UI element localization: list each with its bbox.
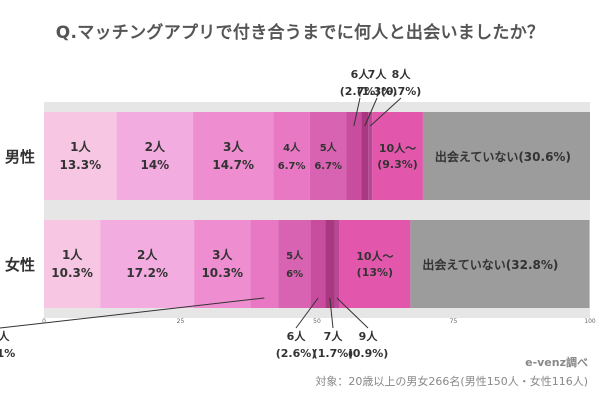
data-label: 10.3%	[201, 266, 243, 280]
data-label: (2.6%)	[276, 347, 317, 360]
bar-segment	[44, 112, 117, 200]
bar-segment	[273, 112, 310, 200]
series-label: 7人	[368, 67, 388, 81]
bar-segment	[44, 220, 101, 308]
leader-line	[329, 297, 334, 329]
series-label: 9人	[359, 329, 379, 343]
chart-title: Q.マッチングアプリで付き合うまでに何人と出会いましたか？	[55, 23, 545, 43]
leader-line	[336, 297, 369, 329]
data-label: 出会えていない(32.8%)	[422, 257, 558, 272]
series-label: 5人	[286, 249, 304, 262]
bar-segment	[410, 220, 590, 308]
leader-line	[295, 297, 319, 329]
bar-segment	[100, 220, 195, 308]
bar-segment	[334, 220, 340, 308]
leader-line	[353, 97, 361, 127]
data-label: 10.3%	[51, 266, 93, 280]
x-tick-label: 100	[584, 318, 596, 325]
survey-footnote: 対象：20歳以上の男女266名(男性150人・女性116人)	[315, 375, 588, 388]
series-label: 3人	[223, 139, 244, 154]
series-label: 2人	[137, 247, 158, 262]
data-label: 14%	[140, 158, 169, 172]
data-label: (1.3%)	[357, 85, 398, 98]
series-label: 6人	[351, 67, 371, 81]
data-label: 6.7%	[278, 161, 306, 172]
series-label: 4人	[283, 141, 301, 154]
bar-segment	[250, 220, 279, 308]
series-label: 10人〜	[356, 249, 393, 263]
bar-segment	[361, 112, 369, 200]
series-label: 7人	[324, 329, 344, 343]
data-label: (9.3%)	[377, 158, 418, 171]
series-label: 8人	[392, 67, 412, 81]
data-label: 出会えていない(30.6%)	[435, 149, 571, 164]
data-label: 13.3%	[59, 158, 101, 172]
x-tick-label: 75	[450, 318, 458, 325]
series-label: 4人	[0, 329, 10, 343]
data-label: 5.1%	[0, 347, 15, 360]
bar-segment	[310, 220, 326, 308]
data-label: (1.7%)	[313, 347, 354, 360]
bar-segment	[116, 112, 194, 200]
bar-segment	[368, 112, 373, 200]
data-label: 14.7%	[212, 158, 254, 172]
x-tick-label: 0	[42, 318, 46, 325]
bar-segment	[325, 220, 335, 308]
x-tick-label: 50	[313, 318, 321, 325]
series-label: 1人	[62, 247, 83, 262]
leader-line	[364, 97, 378, 127]
series-label: 5人	[320, 141, 338, 154]
data-label: (0.9%)	[348, 347, 389, 360]
bar-segment	[339, 220, 411, 308]
data-label: 17.2%	[126, 266, 168, 280]
data-label: (13%)	[357, 266, 393, 279]
leader-line	[0, 297, 265, 329]
series-label: 1人	[70, 139, 91, 154]
category-label: 女性	[5, 256, 35, 274]
leader-line	[369, 97, 402, 127]
bar-segment	[194, 220, 251, 308]
series-label: 3人	[212, 247, 233, 262]
bar-segment	[422, 112, 590, 200]
data-label: 6%	[286, 269, 303, 280]
bar-segment	[346, 112, 362, 200]
survey-credit: e-venz調べ	[525, 356, 588, 369]
data-label: (2.7%)	[340, 85, 381, 98]
data-label: 6.7%	[314, 161, 342, 172]
data-label: (0.7%)	[381, 85, 422, 98]
series-label: 2人	[145, 139, 166, 154]
series-label: 10人〜	[379, 141, 416, 155]
category-label: 男性	[5, 148, 35, 166]
bar-segment	[372, 112, 423, 200]
series-label: 6人	[287, 329, 307, 343]
bar-segment	[278, 220, 311, 308]
bar-segment	[309, 112, 347, 200]
x-tick-label: 25	[177, 318, 185, 325]
bar-segment	[193, 112, 274, 200]
